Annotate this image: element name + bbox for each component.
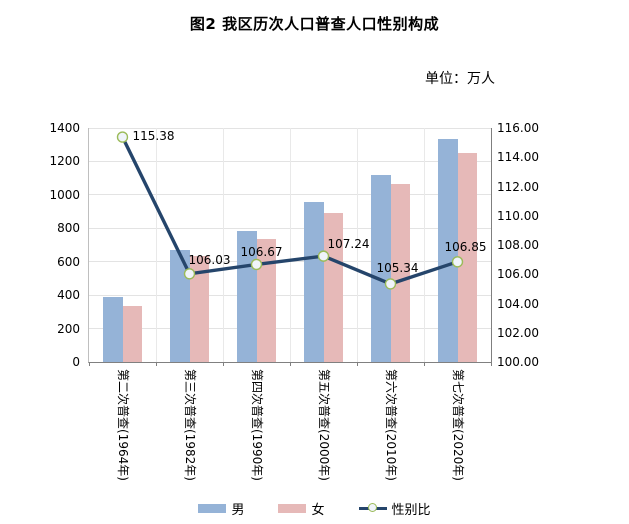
- bar-male: [103, 296, 123, 362]
- left-axis-tick-label: 1400: [49, 121, 80, 135]
- ratio-marker-icon: [317, 250, 330, 262]
- ratio-marker-icon: [183, 268, 196, 280]
- bar-female: [390, 184, 410, 362]
- left-axis-tick-label: 800: [57, 221, 80, 236]
- right-axis-tick-label: 116.00: [497, 121, 539, 135]
- legend: 男 女 性别比: [0, 499, 629, 518]
- female-bar-swatch-icon: [278, 504, 307, 513]
- left-axis-tick-label: 400: [57, 288, 80, 303]
- right-axis-tick-label: 100.00: [497, 355, 539, 369]
- left-axis-tick-label: 200: [57, 321, 80, 336]
- ratio-line: [120, 136, 459, 286]
- x-axis-tick: [222, 362, 224, 366]
- bar-female: [457, 153, 477, 362]
- right-axis-tick-label: 112.00: [497, 179, 539, 194]
- bar-female: [189, 255, 209, 362]
- left-axis-tick-label: 1000: [49, 187, 80, 202]
- right-axis-tick-label: 102.00: [497, 325, 539, 340]
- bar-male: [170, 249, 190, 362]
- bar-female: [256, 239, 276, 362]
- ratio-marker-icon: [250, 258, 263, 271]
- x-axis-tick: [155, 362, 157, 366]
- line-data-label: 107.24: [327, 237, 370, 252]
- right-axis-tick-label: 106.00: [497, 267, 539, 282]
- right-axis-tick-label: 110.00: [497, 208, 539, 223]
- ratio-line-swatch-icon: [358, 503, 387, 514]
- right-axis-tick-label: 108.00: [497, 238, 539, 252]
- male-bar-swatch-icon: [198, 504, 227, 513]
- bar-male: [438, 138, 458, 362]
- x-axis-category-label: 第六次普查(2010年): [383, 369, 398, 481]
- x-axis-category-label: 第三次普查(1982年): [182, 369, 197, 481]
- ratio-marker-icon: [384, 278, 397, 290]
- x-axis-category-label: 第五次普查(2000年): [316, 369, 331, 481]
- legend-female-label: 女: [311, 503, 325, 518]
- x-axis-tick: [423, 362, 425, 366]
- chart-title: 图2 我区历次人口普查人口性别构成: [189, 15, 440, 33]
- left-axis-tick-label: 600: [57, 254, 80, 269]
- legend-item-male: 男: [198, 499, 244, 518]
- left-axis-tick-label: 0: [72, 355, 80, 369]
- plot-area: [88, 127, 492, 366]
- line-data-label: 106.67: [240, 245, 283, 260]
- line-data-label: 106.03: [188, 252, 231, 267]
- line-data-label: 105.34: [376, 260, 419, 275]
- x-axis-category-label: 第二次普查(1964年): [115, 369, 130, 481]
- legend-ratio-label: 性别比: [391, 503, 431, 518]
- x-axis-category-label: 第七次普查(2020年): [450, 369, 465, 481]
- bar-female: [323, 213, 343, 362]
- x-axis-category-label: 第四次普查(1990年): [249, 369, 264, 481]
- bar-male: [371, 174, 391, 362]
- gridline-vertical: [155, 128, 157, 362]
- line-data-label: 115.38: [132, 129, 175, 144]
- gridline-vertical: [289, 128, 291, 362]
- x-axis-tick: [356, 362, 358, 366]
- bar-male: [304, 202, 324, 362]
- right-axis-tick-label: 104.00: [497, 296, 539, 311]
- ratio-marker-icon: [116, 131, 129, 143]
- gridline-vertical: [222, 128, 224, 362]
- unit-label: 单位：万人: [425, 71, 495, 87]
- left-axis-tick-label: 1200: [49, 154, 80, 169]
- line-data-label: 106.85: [444, 239, 487, 254]
- legend-item-ratio: 性别比: [358, 499, 431, 518]
- x-axis-tick: [289, 362, 291, 366]
- x-axis-tick: [490, 362, 492, 366]
- x-axis-tick: [88, 362, 90, 366]
- gridline-vertical: [423, 128, 425, 362]
- legend-male-label: 男: [231, 503, 245, 518]
- gridline-vertical: [356, 128, 358, 362]
- right-axis-tick-label: 114.00: [497, 150, 539, 165]
- ratio-marker-icon: [451, 256, 464, 268]
- ratio-line-chart: [116, 131, 464, 290]
- bar-female: [122, 305, 142, 362]
- legend-item-female: 女: [278, 499, 325, 518]
